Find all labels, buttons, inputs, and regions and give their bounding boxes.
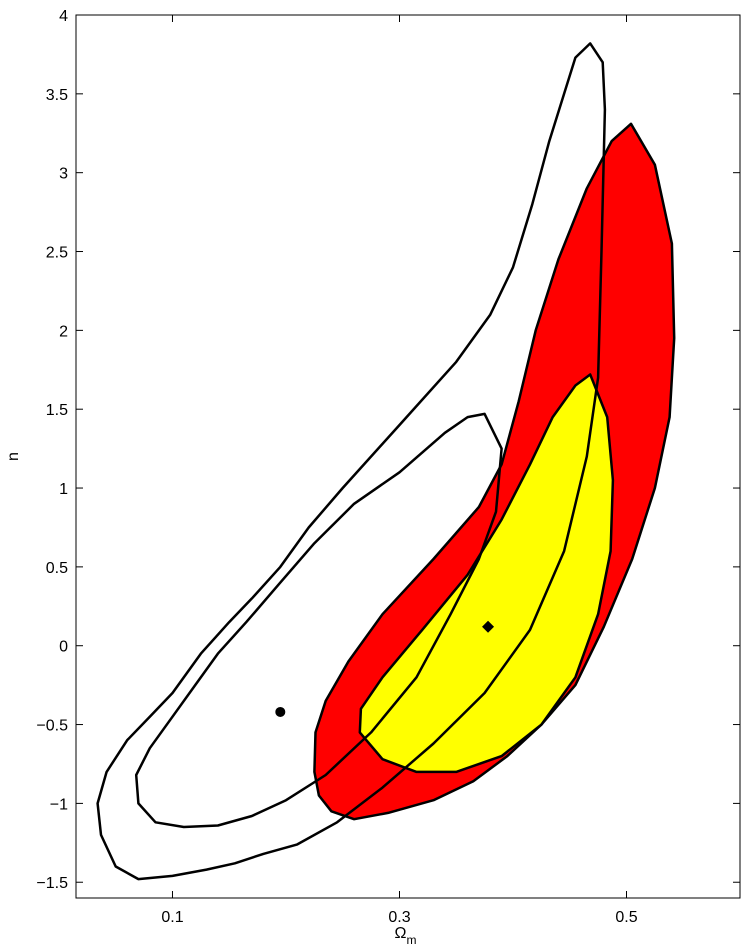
x-axis-label-main: Ω	[395, 925, 407, 942]
plot-frame	[75, 14, 741, 899]
y-tick-label: −1	[50, 796, 68, 813]
contour-line-open-inner	[134, 412, 503, 829]
y-tick-label: 2	[59, 323, 68, 340]
y-tick-label: 0.5	[46, 560, 68, 577]
contour-region-filled-inner	[358, 373, 615, 774]
y-tick-label: −1.5	[36, 875, 68, 892]
x-axis-label: Ωm	[395, 925, 417, 947]
y-tick-label: 3.5	[46, 87, 68, 104]
x-tick-label: 0.1	[161, 909, 183, 926]
axis-ticks: 0.1 0.3 0.5 −1.5 −1 −0.5 0 0.5 1 1.5 2 2.5 3 3.5 4	[36, 8, 740, 926]
plot-area	[96, 42, 676, 881]
y-axis-label: n	[5, 452, 22, 461]
y-tick-label: 3	[59, 166, 68, 183]
marker-diamond	[482, 620, 495, 633]
x-tick-label: 0.3	[388, 909, 410, 926]
x-tick-label: 0.5	[615, 909, 637, 926]
y-tick-label: −0.5	[36, 718, 68, 735]
y-tick-label: 4	[59, 8, 68, 25]
marker-circle	[275, 706, 286, 717]
y-tick-label: 0	[59, 639, 68, 656]
contour-line-open-outer	[96, 42, 607, 881]
y-tick-label: 1.5	[46, 402, 68, 419]
y-tick-label: 2.5	[46, 245, 68, 262]
y-tick-label: 1	[59, 481, 68, 498]
x-axis-label-subscript: m	[406, 933, 416, 947]
